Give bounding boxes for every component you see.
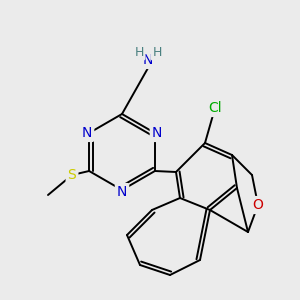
Text: O: O	[253, 198, 263, 212]
Text: N: N	[117, 185, 127, 199]
Text: N: N	[152, 126, 162, 140]
Text: H: H	[134, 46, 144, 59]
Text: S: S	[68, 168, 76, 182]
Text: N: N	[82, 126, 92, 140]
Text: N: N	[143, 53, 153, 67]
Text: Cl: Cl	[208, 101, 222, 115]
Text: H: H	[152, 46, 162, 59]
